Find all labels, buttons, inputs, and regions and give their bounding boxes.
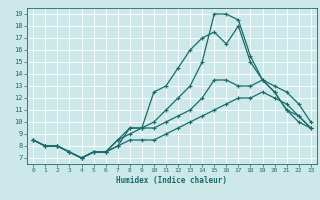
X-axis label: Humidex (Indice chaleur): Humidex (Indice chaleur) [116, 176, 228, 185]
